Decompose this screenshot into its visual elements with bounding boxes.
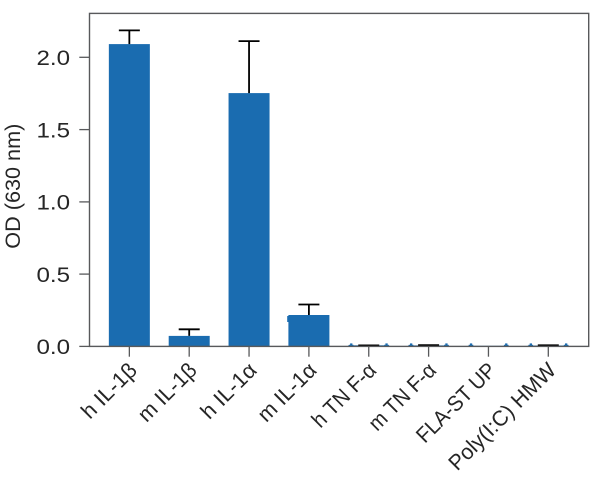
svg-text:1.5: 1.5 xyxy=(37,117,71,142)
svg-text:1.0: 1.0 xyxy=(37,190,71,215)
svg-text:0.0: 0.0 xyxy=(37,334,71,359)
svg-text:2.0: 2.0 xyxy=(37,45,71,70)
svg-text:0.5: 0.5 xyxy=(37,262,71,287)
svg-text:OD (630 nm): OD (630 nm) xyxy=(0,124,25,249)
